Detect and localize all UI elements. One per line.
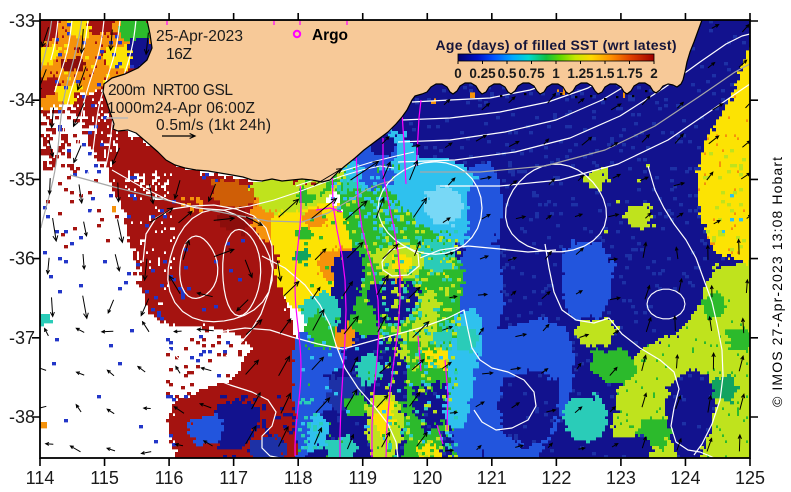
svg-text:118: 118	[284, 468, 313, 488]
svg-text:119: 119	[348, 468, 377, 488]
svg-text:125: 125	[735, 468, 765, 488]
svg-text:0.25: 0.25	[469, 66, 496, 81]
svg-text:0.75: 0.75	[518, 66, 545, 81]
svg-text:117: 117	[219, 468, 248, 488]
svg-text:-37: -37	[9, 328, 35, 348]
svg-text:Age (days) of filled SST (wrt: Age (days) of filled SST (wrt latest)	[436, 37, 677, 53]
svg-text:-36: -36	[9, 249, 35, 269]
svg-text:-34: -34	[9, 90, 35, 110]
svg-text:0.5: 0.5	[498, 66, 517, 81]
svg-text:200m NRT00 GSL: 200m NRT00 GSL	[108, 82, 233, 99]
svg-text:116: 116	[155, 468, 184, 488]
svg-text:Argo: Argo	[312, 27, 348, 44]
svg-text:1.75: 1.75	[616, 66, 643, 81]
svg-text:115: 115	[90, 468, 119, 488]
svg-text:0.5m/s (1kt 24h): 0.5m/s (1kt 24h)	[156, 117, 271, 134]
svg-text:1: 1	[552, 66, 560, 81]
svg-text:1.5: 1.5	[596, 66, 615, 81]
svg-text:120: 120	[412, 468, 442, 488]
svg-text:0: 0	[454, 66, 462, 81]
svg-text:1000m24-Apr 06:00Z: 1000m24-Apr 06:00Z	[107, 100, 255, 117]
svg-text:114: 114	[26, 468, 55, 488]
svg-text:-35: -35	[9, 169, 35, 189]
svg-text:-33: -33	[9, 11, 35, 31]
svg-text:-38: -38	[9, 407, 35, 427]
svg-text:122: 122	[541, 468, 571, 488]
svg-text:25-Apr-2023: 25-Apr-2023	[156, 28, 243, 45]
svg-text:© IMOS 27-Apr-2023 13:08 Hobar: © IMOS 27-Apr-2023 13:08 Hobart	[769, 157, 785, 407]
svg-text:121: 121	[477, 468, 507, 488]
svg-text:124: 124	[670, 468, 700, 488]
svg-text:16Z: 16Z	[166, 46, 192, 63]
svg-text:1.25: 1.25	[567, 66, 594, 81]
svg-text:2: 2	[650, 66, 658, 81]
svg-text:123: 123	[606, 468, 636, 488]
